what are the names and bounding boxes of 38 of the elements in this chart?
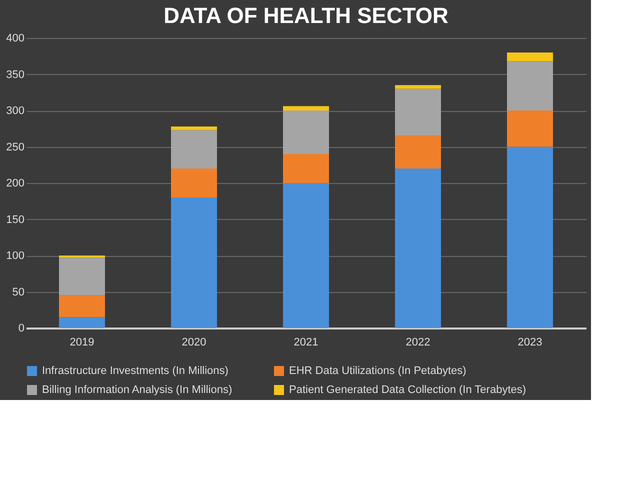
y-tick-label: 0 (18, 322, 24, 334)
x-tick-label: 2019 (70, 336, 94, 348)
bar (171, 198, 217, 328)
bar (507, 52, 553, 62)
legend-label: Patient Generated Data Collection (In Terabytes) (289, 384, 526, 396)
y-tick-label: 100 (6, 250, 24, 262)
bar (395, 136, 441, 168)
x-tick-label: 2020 (182, 336, 206, 348)
y-tick-label: 300 (6, 105, 24, 117)
y-tick-label: 250 (6, 141, 24, 154)
bar (283, 154, 329, 183)
bar (283, 110, 329, 154)
bar (395, 85, 441, 89)
bar (171, 168, 217, 198)
bar (59, 258, 105, 296)
bar (59, 317, 105, 328)
y-tick-label: 150 (6, 214, 24, 226)
y-tick-label: 350 (6, 68, 24, 81)
legend-label: Billing Information Analysis (In Millions) (42, 384, 232, 396)
x-tick-label: 2021 (294, 336, 318, 348)
y-tick-label: 400 (6, 32, 24, 44)
bar (395, 168, 441, 328)
x-tick-label: 2022 (406, 336, 430, 348)
bar (507, 61, 553, 110)
legend-label: EHR Data Utilizations (In Petabytes) (289, 365, 466, 377)
bar (283, 183, 329, 328)
bar (171, 126, 217, 130)
x-tick-label: 2023 (518, 336, 542, 348)
bar (507, 110, 553, 147)
chart-title: DATA OF HEALTH SECTOR (164, 3, 448, 28)
bar (395, 88, 441, 136)
bar (507, 146, 553, 328)
bar (59, 295, 105, 318)
bar (171, 130, 217, 168)
bar (283, 106, 329, 110)
y-tick-label: 200 (6, 178, 24, 190)
y-tick-label: 50 (12, 286, 24, 298)
legend-label: Infrastructure Investments (In Millions) (42, 365, 228, 377)
